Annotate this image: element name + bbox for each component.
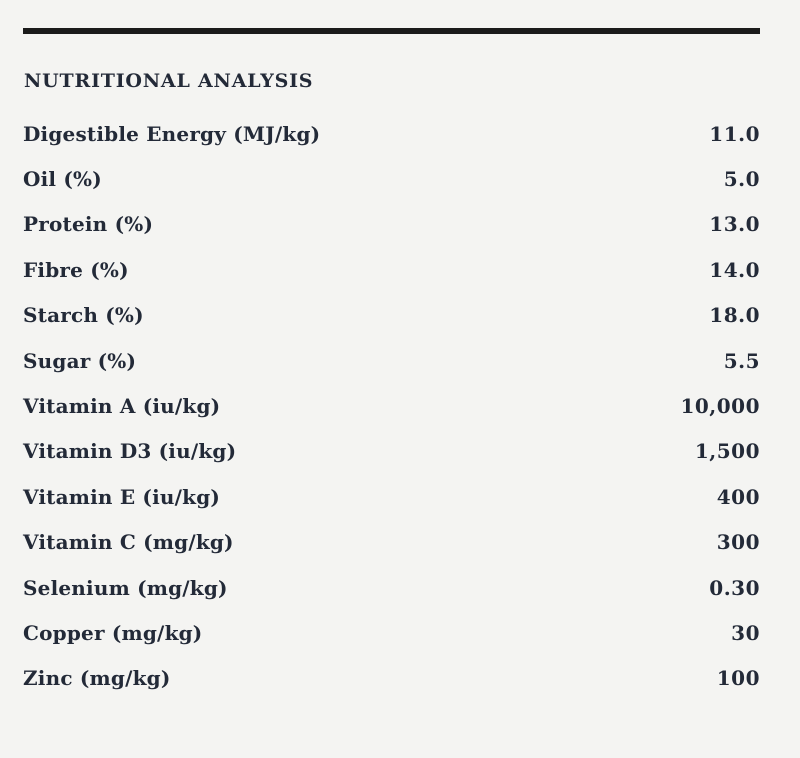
- table-row: Copper (mg/kg) 30: [23, 610, 760, 655]
- table-row: Vitamin D3 (iu/kg) 1,500: [23, 429, 760, 474]
- row-label: Protein (%): [23, 212, 154, 237]
- table-row: Oil (%) 5.0: [23, 156, 760, 201]
- table-row: Digestible Energy (MJ/kg) 11.0: [23, 111, 760, 156]
- row-label: Oil (%): [23, 167, 102, 192]
- row-value: 1,500: [694, 439, 760, 464]
- row-value: 13.0: [709, 212, 760, 237]
- row-label: Vitamin C (mg/kg): [23, 530, 234, 555]
- row-value: 11.0: [709, 121, 760, 146]
- row-label: Digestible Energy (MJ/kg): [23, 121, 321, 146]
- table-row: Zinc (mg/kg) 100: [23, 656, 760, 701]
- row-value: 5.5: [723, 348, 760, 373]
- row-label: Vitamin A (iu/kg): [23, 394, 221, 419]
- row-label: Vitamin D3 (iu/kg): [23, 439, 237, 464]
- row-label: Sugar (%): [23, 348, 137, 373]
- table-row: Vitamin C (mg/kg) 300: [23, 520, 760, 565]
- nutrition-table: Digestible Energy (MJ/kg) 11.0 Oil (%) 5…: [23, 111, 760, 701]
- row-label: Copper (mg/kg): [23, 620, 203, 645]
- row-value: 14.0: [709, 257, 760, 282]
- row-label: Vitamin E (iu/kg): [23, 484, 221, 509]
- table-row: Protein (%) 13.0: [23, 202, 760, 247]
- row-value: 18.0: [709, 303, 760, 328]
- row-value: 30: [731, 620, 760, 645]
- top-rule-divider: [23, 28, 760, 34]
- row-value: 10,000: [680, 394, 760, 419]
- section-title: NUTRITIONAL ANALYSIS: [24, 70, 314, 92]
- row-label: Fibre (%): [23, 257, 129, 282]
- table-row: Fibre (%) 14.0: [23, 247, 760, 292]
- row-label: Selenium (mg/kg): [23, 575, 228, 600]
- row-value: 5.0: [723, 167, 760, 192]
- table-row: Sugar (%) 5.5: [23, 338, 760, 383]
- row-value: 0.30: [709, 575, 760, 600]
- row-value: 400: [716, 484, 760, 509]
- table-row: Selenium (mg/kg) 0.30: [23, 565, 760, 610]
- row-value: 300: [716, 530, 760, 555]
- row-label: Starch (%): [23, 303, 144, 328]
- table-row: Starch (%) 18.0: [23, 293, 760, 338]
- table-row: Vitamin A (iu/kg) 10,000: [23, 383, 760, 428]
- row-value: 100: [716, 666, 760, 691]
- table-row: Vitamin E (iu/kg) 400: [23, 474, 760, 519]
- row-label: Zinc (mg/kg): [23, 666, 171, 691]
